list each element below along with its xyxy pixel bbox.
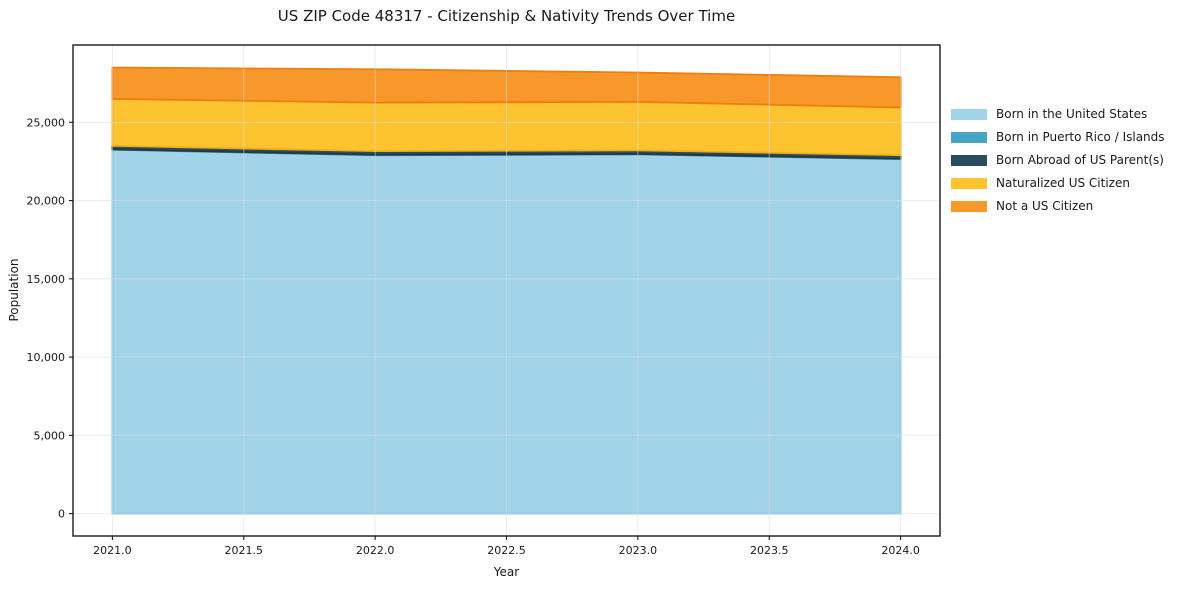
legend-item-2: Born Abroad of US Parent(s) bbox=[951, 152, 1165, 168]
chart-title: US ZIP Code 48317 - Citizenship & Nativi… bbox=[277, 7, 736, 25]
legend-item-3: Naturalized US Citizen bbox=[951, 175, 1165, 191]
legend-label: Not a US Citizen bbox=[996, 199, 1094, 213]
x-tick-label: 2023.5 bbox=[750, 544, 789, 557]
x-tick-label: 2024.0 bbox=[881, 544, 920, 557]
legend-label: Born Abroad of US Parent(s) bbox=[996, 153, 1164, 167]
x-tick-label: 2021.5 bbox=[225, 544, 264, 557]
y-tick-label: 10,000 bbox=[27, 351, 66, 364]
y-tick-label: 0 bbox=[58, 508, 65, 521]
legend-label: Born in Puerto Rico / Islands bbox=[996, 130, 1165, 144]
x-tick-label: 2021.0 bbox=[93, 544, 132, 557]
legend-item-4: Not a US Citizen bbox=[951, 198, 1165, 214]
y-tick-label: 20,000 bbox=[27, 195, 66, 208]
y-tick-label: 5,000 bbox=[34, 429, 66, 442]
x-tick-label: 2023.0 bbox=[619, 544, 658, 557]
y-tick-label: 15,000 bbox=[27, 273, 66, 286]
x-tick-label: 2022.0 bbox=[356, 544, 395, 557]
y-axis-label: Population bbox=[7, 258, 21, 322]
legend-label: Naturalized US Citizen bbox=[996, 176, 1130, 190]
legend-swatch-icon bbox=[951, 131, 987, 143]
legend-label: Born in the United States bbox=[996, 107, 1148, 121]
legend-item-1: Born in Puerto Rico / Islands bbox=[951, 129, 1165, 145]
legend-item-0: Born in the United States bbox=[951, 106, 1165, 122]
legend: Born in the United States Born in Puerto … bbox=[951, 106, 1165, 214]
y-tick-label: 25,000 bbox=[27, 116, 66, 129]
legend-swatch-icon bbox=[951, 108, 987, 120]
legend-swatch-icon bbox=[951, 177, 987, 189]
x-axis-label: Year bbox=[493, 565, 520, 579]
x-tick-label: 2022.5 bbox=[487, 544, 526, 557]
legend-swatch-icon bbox=[951, 200, 987, 212]
legend-swatch-icon bbox=[951, 154, 987, 166]
